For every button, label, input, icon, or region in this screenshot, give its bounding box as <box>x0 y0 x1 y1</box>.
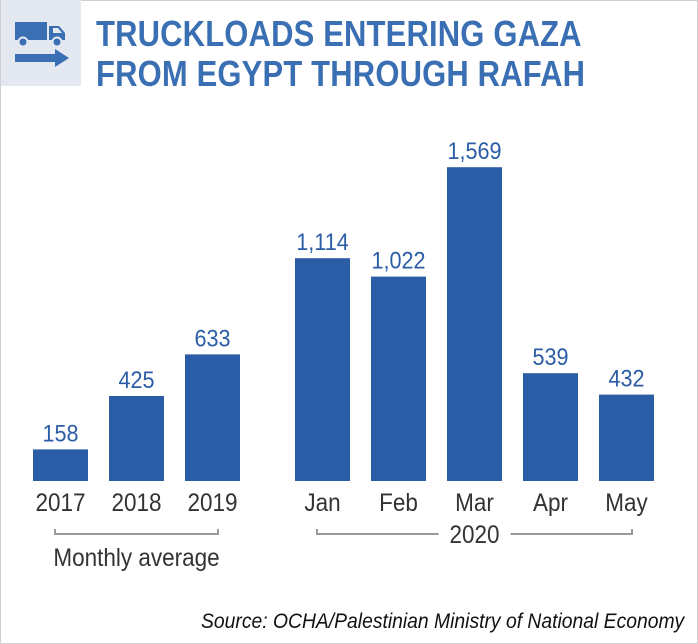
bar-2019 <box>185 354 240 481</box>
tick-label-2017: 2017 <box>35 489 85 517</box>
truck-arrow-icon <box>1 0 81 86</box>
group-bracket-2020-left <box>316 529 439 535</box>
header: TRUCKLOADS ENTERING GAZA FROM EGYPT THRO… <box>0 0 698 100</box>
group-label-2020: 2020 <box>449 521 499 549</box>
tick-label-jan: Jan <box>304 489 340 517</box>
bar-chart: 158 2017 425 2018 633 2019 Monthly average 1,11… <box>33 137 654 572</box>
tick-label-2019: 2019 <box>187 489 237 517</box>
bar-feb <box>371 276 426 481</box>
title-line-1: TRUCKLOADS ENTERING GAZA <box>96 13 582 54</box>
group-bracket-2020-right <box>510 529 633 535</box>
tick-label-apr: Apr <box>533 489 568 517</box>
value-label-mar: 1,569 <box>447 137 501 164</box>
bar-2018 <box>109 396 164 481</box>
tick-label-feb: Feb <box>379 489 418 517</box>
value-label-apr: 539 <box>532 343 568 370</box>
chart-title: TRUCKLOADS ENTERING GAZA FROM EGYPT THRO… <box>96 14 585 94</box>
source-note: Source: OCHA/Palestinian Ministry of Nat… <box>200 610 684 633</box>
bar-may <box>599 394 654 481</box>
bar-jan <box>295 258 350 481</box>
tick-label-may: May <box>605 489 648 517</box>
tick-label-mar: Mar <box>455 489 494 517</box>
value-label-feb: 1,022 <box>371 247 425 274</box>
truck-arrow-icon-svg <box>15 22 69 67</box>
tick-label-2018: 2018 <box>111 489 161 517</box>
bar-mar <box>447 167 502 481</box>
value-label-2017: 158 <box>42 419 78 446</box>
group-bracket-monthly-average <box>54 529 219 535</box>
value-label-jan: 1,114 <box>296 228 349 255</box>
group-label-monthly-average: Monthly average <box>53 544 219 572</box>
value-label-may: 432 <box>608 365 644 392</box>
value-label-2019: 633 <box>194 324 230 351</box>
bar-apr <box>523 373 578 481</box>
value-label-2018: 425 <box>118 366 154 393</box>
title-line-2: FROM EGYPT THROUGH RAFAH <box>96 53 586 94</box>
bar-2017 <box>33 449 88 481</box>
